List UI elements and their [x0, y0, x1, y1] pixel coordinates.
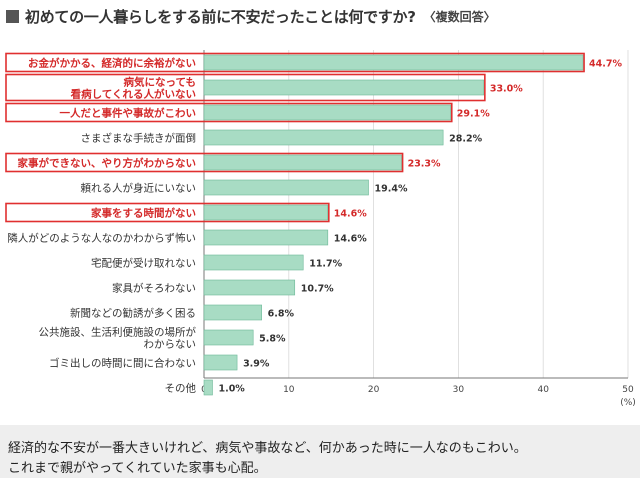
category-label: その他 — [165, 382, 197, 395]
value-label: 6.8% — [268, 309, 295, 320]
category-label: お金がかかる、経済的に余裕がない — [28, 57, 196, 70]
bar — [203, 379, 213, 396]
category-label: 病気になっても — [124, 76, 196, 89]
highlight-frame — [5, 202, 330, 223]
bar — [203, 129, 444, 146]
x-tick-label: 30 — [453, 385, 465, 395]
title-row: 初めての一人暮らしをする前に不安だったことは何ですか? 〈複数回答〉 — [6, 4, 496, 28]
category-label: ゴミ出しの時間に間に合わない — [49, 357, 196, 370]
bar — [203, 329, 254, 346]
value-label: 14.6% — [334, 234, 367, 245]
category-label: 一人だと事件や事故がこわい — [60, 107, 197, 120]
value-label: 44.7% — [589, 59, 622, 70]
category-label: 宅配便が受け取れない — [91, 257, 196, 270]
category-label: わからない — [144, 339, 197, 351]
bar — [203, 304, 262, 321]
square-bullet-icon — [6, 9, 19, 23]
category-label: 隣人がどのような人なのかわからず怖い — [7, 232, 196, 245]
bar — [203, 279, 296, 296]
value-label: 10.7% — [301, 284, 334, 295]
value-label: 33.0% — [490, 84, 523, 95]
category-label: 家事をする時間がない — [91, 207, 196, 220]
value-label: 19.4% — [375, 184, 408, 195]
x-tick-label: 10 — [283, 385, 295, 395]
highlight-frame — [5, 52, 585, 73]
bar — [203, 204, 329, 221]
x-tick-label: 50 — [622, 385, 634, 395]
value-label: 3.9% — [243, 359, 270, 370]
bar — [203, 104, 452, 121]
category-label: 家事ができない、やり方がわからない — [18, 157, 197, 170]
category-label: 頼れる人が身近にいない — [81, 182, 197, 195]
value-label: 28.2% — [449, 134, 482, 145]
value-label: 23.3% — [408, 159, 441, 170]
value-label: 29.1% — [457, 109, 490, 120]
value-label: 5.8% — [259, 334, 286, 345]
highlight-frame — [5, 152, 404, 173]
bar — [203, 354, 238, 371]
chart-subtitle: 〈複数回答〉 — [423, 9, 496, 24]
caption-box: 経済的な不安が一番大きいけれど、病気や事故など、何かあった時に一人なのもこわい。… — [0, 425, 640, 478]
category-label: 新聞などの勧誘が多く困る — [70, 307, 196, 320]
category-label: 公共施設、生活利便施設の場所が — [39, 326, 197, 339]
chart-title: 初めての一人暮らしをする前に不安だったことは何ですか? — [25, 7, 416, 26]
bar — [203, 254, 304, 271]
bar-chart: 01020304050(%)お金がかかる、経済的に余裕がない44.7%病気になっ… — [5, 50, 636, 408]
caption-line-1: 経済的な不安が一番大きいけれど、病気や事故など、何かあった時に一人なのもこわい。 — [8, 441, 527, 456]
x-tick-label: 40 — [537, 385, 549, 395]
category-label: さまざまな手続きが面倒 — [81, 132, 197, 145]
highlight-frame — [5, 102, 453, 123]
highlight-frame — [5, 73, 486, 102]
bar — [203, 229, 329, 246]
x-tick-label: 20 — [368, 385, 380, 395]
x-axis-unit: (%) — [620, 398, 636, 408]
bar — [203, 79, 485, 96]
bar — [203, 54, 584, 71]
category-label: 家具がそろわない — [112, 282, 196, 295]
bar — [203, 154, 402, 171]
value-label: 11.7% — [309, 259, 342, 270]
value-label: 1.0% — [218, 384, 245, 395]
bar — [203, 179, 369, 196]
caption-line-2: これまで親がやってくれていた家事も心配。 — [8, 461, 267, 476]
value-label: 14.6% — [334, 209, 367, 220]
category-label: 看病してくれる人がいない — [71, 88, 196, 101]
